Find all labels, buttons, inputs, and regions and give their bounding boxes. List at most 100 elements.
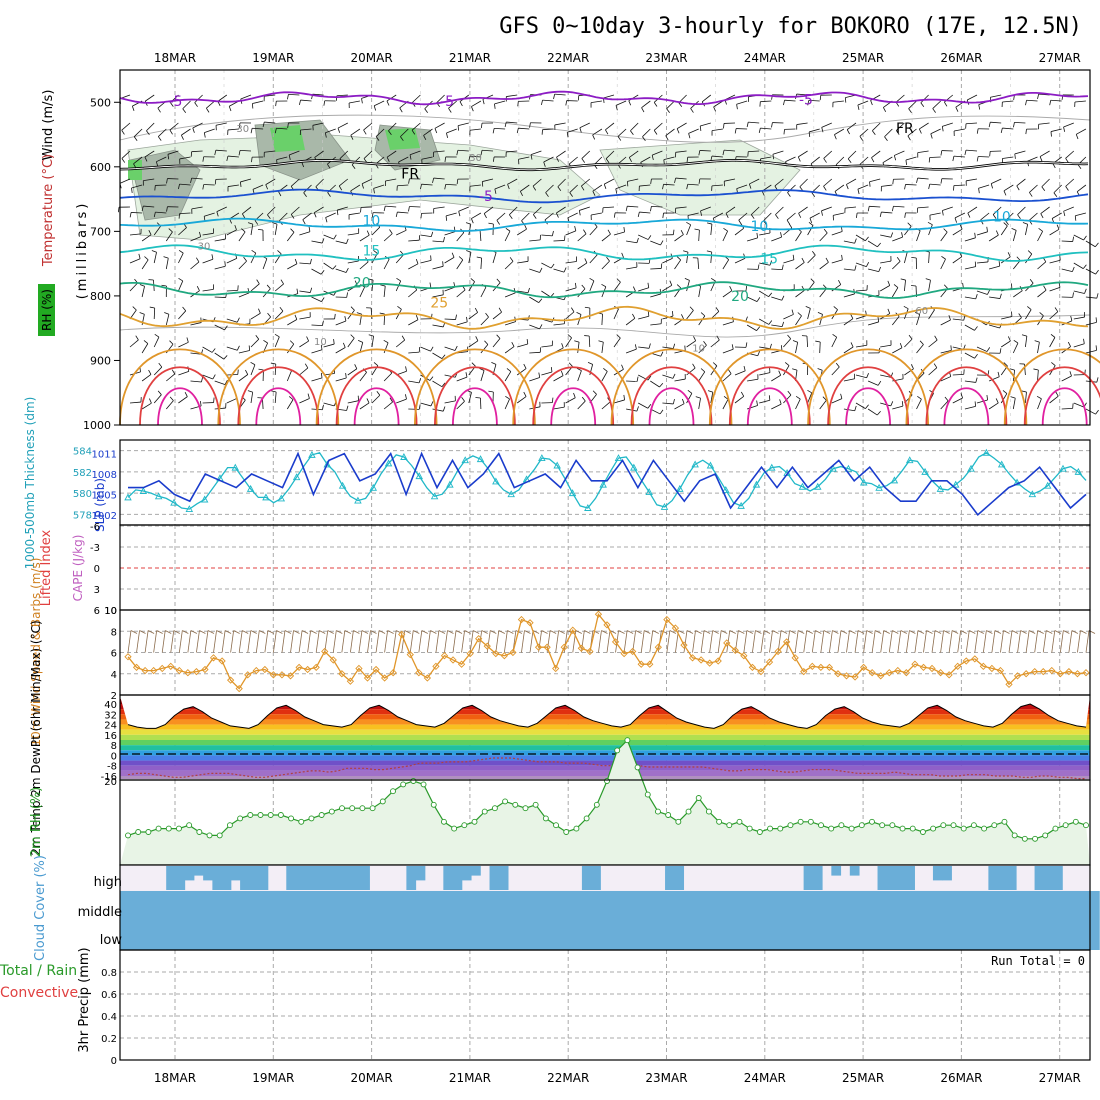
wind-barb (613, 281, 621, 292)
wind-barb-flag (418, 378, 422, 384)
wind-barb-flag (986, 226, 988, 232)
wind-barb-flag (963, 315, 966, 321)
wind-barb (432, 324, 444, 328)
wind-barb-flag (798, 213, 802, 218)
cloud-high-bar (240, 866, 250, 890)
wind-barb-flag (616, 334, 621, 339)
wind-barb-flag (1007, 252, 1011, 257)
wind-barb-flag (901, 401, 904, 407)
warm-contour-loop (157, 387, 203, 426)
wind-barb (1065, 178, 1075, 187)
wind-barb (569, 184, 578, 193)
wind-barb-flag (138, 253, 141, 259)
wind-barb (990, 121, 1002, 124)
wind-barb (202, 346, 213, 353)
wind-barb (940, 231, 948, 242)
wind10m-barb-flag (618, 630, 625, 634)
wind-barb (129, 401, 141, 404)
wind-barb-flag (974, 232, 976, 238)
wind10m-barb-flag (344, 630, 352, 634)
wind-barb-flag (623, 394, 625, 400)
wind-barb-flag (573, 392, 576, 398)
cloud-low-bar (997, 921, 1008, 950)
wind-barb (121, 122, 131, 131)
wind-barb (783, 365, 790, 376)
thickness-marker (1028, 490, 1037, 498)
wind-barb (738, 212, 748, 221)
wind-barb (795, 315, 802, 326)
cloud-middle-bar (138, 891, 149, 921)
wind-barb (736, 100, 748, 105)
cloud-high-bar (803, 866, 814, 890)
wind-barb (289, 150, 300, 156)
wind-barb-flag (817, 368, 823, 371)
cloud-middle-bar (489, 891, 500, 921)
precip-frame (119, 949, 1091, 1061)
wind-barb (964, 405, 976, 410)
cloud-middle-bar (554, 891, 564, 921)
wind-barb-flag (676, 284, 682, 289)
wind-speed-marker (184, 669, 192, 677)
wind-barb-flag (598, 340, 604, 343)
thickness-marker (139, 487, 148, 494)
wind-barb (964, 352, 975, 359)
rh-marker (277, 812, 284, 818)
wind-barb (480, 257, 483, 270)
wind10m-barb-flag (532, 630, 540, 634)
wind-speed-marker (346, 677, 355, 685)
wind-barb (588, 335, 591, 348)
thickness-marker (231, 463, 240, 471)
wind-barb-flag (1065, 158, 1069, 163)
contour-label: -5 (479, 189, 493, 205)
wind-barb-flag (474, 307, 478, 313)
wind-barb-flag (167, 154, 170, 160)
cloud-level-label: high (94, 875, 122, 890)
wind-barb (226, 289, 238, 292)
wind-barb-flag (986, 347, 991, 352)
pressure-tick-label: 800 (90, 290, 111, 303)
wind10m-barb-flag (216, 630, 223, 634)
wind-barb-flag (527, 287, 530, 293)
wind-barb (312, 93, 324, 96)
wind-barb (433, 177, 445, 180)
wind10m-barb (888, 630, 893, 653)
wind-barb (557, 178, 566, 188)
cloud-middle-bar (147, 891, 158, 921)
wind-barb-flag (184, 392, 188, 397)
wind-barb-flag (1054, 307, 1059, 312)
wind10m-barb-flag (242, 630, 249, 634)
wind-barb (227, 128, 239, 131)
warm-contour-loop (550, 387, 597, 426)
wind-barb (165, 314, 170, 326)
rh-marker (522, 805, 529, 812)
warm-contour-loop (255, 387, 302, 426)
wind-speed-marker (825, 663, 834, 672)
dewpoint-line (127, 757, 1086, 780)
wind-barb (867, 380, 879, 386)
cloud-low-bar (323, 921, 333, 950)
cloud-middle-bar (840, 891, 851, 921)
cloud-low-bar (1025, 921, 1036, 950)
cloud-high-bar (212, 866, 223, 890)
wind-speed-marker (620, 649, 628, 658)
wind-barb-flag (905, 159, 908, 166)
wind-barb (807, 254, 816, 264)
wind-barb-flag (448, 108, 452, 113)
wind-barb-flag (846, 129, 850, 135)
wind-barb (662, 284, 673, 292)
cloud-high-bar (350, 866, 361, 890)
wind-barb-flag (756, 326, 761, 331)
cloud-middle-bar (665, 891, 675, 921)
wind-speed-marker (962, 657, 970, 665)
wind-barb (143, 205, 155, 208)
wind10m-barb (538, 630, 542, 653)
rh-marker (583, 815, 590, 822)
wind-barb-flag (703, 340, 707, 346)
wind-speed-marker (517, 615, 526, 624)
wind-barb-flag (309, 287, 313, 293)
wind-barb-flag (838, 279, 842, 285)
wind-barb-flag (757, 264, 760, 270)
wind-barb-flag (857, 189, 860, 195)
wind-barb (1012, 342, 1019, 354)
wind-barb-flag (987, 289, 991, 295)
